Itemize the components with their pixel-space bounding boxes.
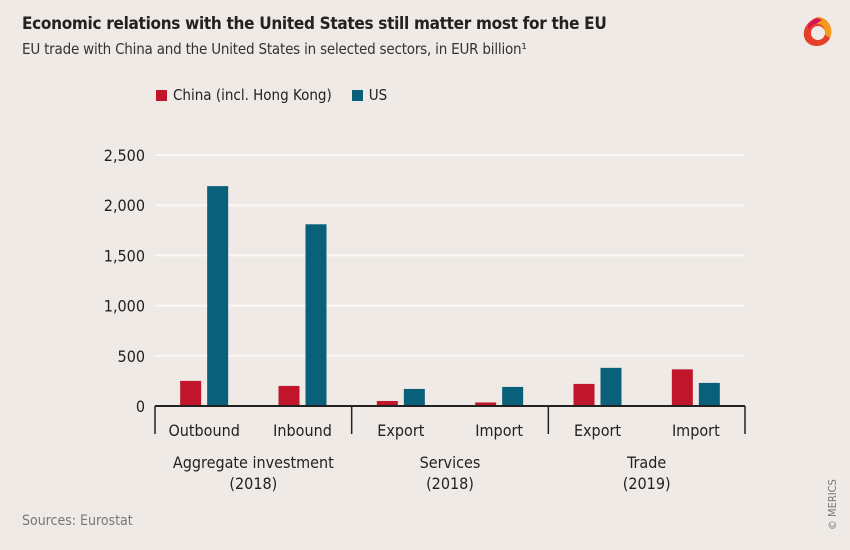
bar-us [600,367,622,406]
bar-us [502,386,524,406]
group-label: (2018) [229,474,277,493]
bar-us [698,382,720,406]
y-tick-label: 2,000 [104,196,145,215]
bar-china [376,400,398,406]
y-tick-label: 1,500 [104,246,145,265]
x-tick-label: Inbound [273,421,332,440]
legend-label: China (incl. Hong Kong) [173,86,332,104]
legend-item-us: US [351,86,388,104]
group-label: Services [420,453,481,472]
bar-china [278,385,300,406]
bar-china [475,402,497,406]
group-label: Trade [626,453,666,472]
legend-item-china: China (incl. Hong Kong) [156,86,332,104]
bar-china [180,380,202,406]
merics-logo [803,17,832,47]
y-tick-label: 500 [118,347,145,366]
bar-us [305,224,327,406]
bar-us [403,388,425,406]
x-tick-label: Export [574,421,621,440]
x-tick-label: Import [475,421,523,440]
copyright: © MERICS [826,479,839,530]
chart-title: Economic relations with the United State… [22,14,607,34]
legend: China (incl. Hong Kong) US [156,86,387,104]
x-tick-label: Export [377,421,424,440]
y-tick-label: 1,000 [104,297,145,316]
legend-label: US [368,86,388,104]
chart-subtitle: EU trade with China and the United State… [22,40,527,58]
x-tick-label: Import [672,421,720,440]
source-note: Sources: Eurostat [22,513,133,529]
group-label: (2018) [426,474,474,493]
bar-us [207,186,229,406]
group-label: (2019) [623,474,671,493]
y-tick-label: 0 [136,397,145,416]
group-label: Aggregate investment [173,453,334,472]
bar-china [573,383,595,406]
x-tick-label: Outbound [168,421,239,440]
y-tick-label: 2,500 [104,146,145,165]
bar-china [671,369,693,406]
